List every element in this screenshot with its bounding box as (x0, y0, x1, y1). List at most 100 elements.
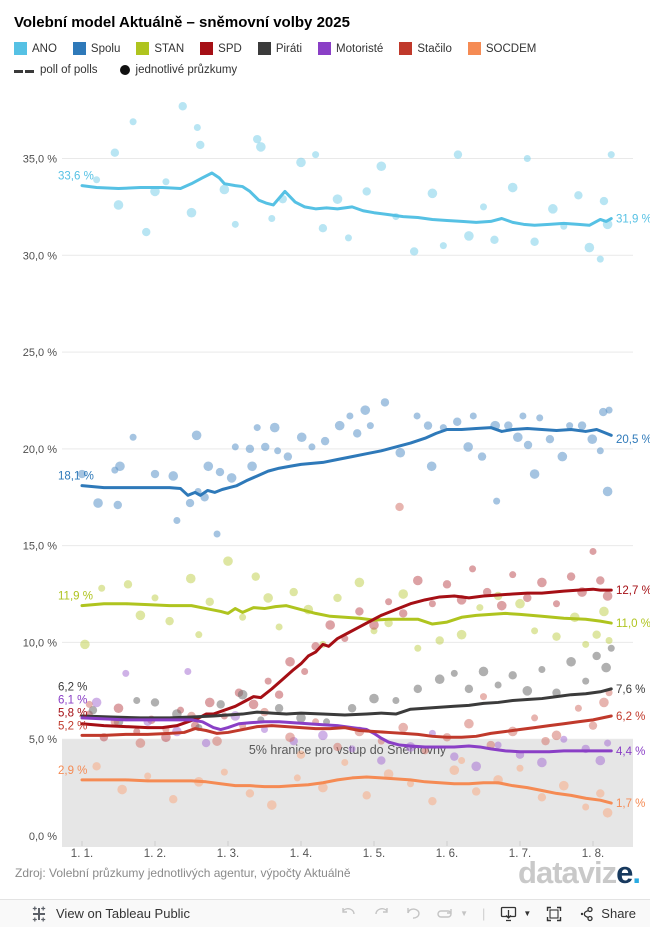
poll-dot[interactable] (274, 690, 284, 699)
poll-dot[interactable] (85, 700, 93, 708)
poll-dot[interactable] (261, 442, 270, 452)
series-SOCDEM-dots[interactable] (92, 750, 613, 818)
poll-dot[interactable] (557, 451, 568, 462)
poll-dot[interactable] (515, 598, 525, 609)
poll-dot[interactable] (537, 577, 547, 588)
poll-dot[interactable] (595, 755, 606, 766)
poll-dot[interactable] (150, 698, 160, 707)
poll-dot[interactable] (165, 616, 174, 626)
poll-dot[interactable] (320, 436, 330, 446)
poll-dot[interactable] (413, 684, 422, 694)
poll-dot[interactable] (283, 452, 293, 461)
poll-dot[interactable] (596, 447, 604, 455)
poll-dot[interactable] (173, 516, 181, 524)
poll-dot[interactable] (493, 497, 501, 505)
poll-dot[interactable] (129, 118, 137, 126)
poll-dot[interactable] (186, 207, 197, 218)
poll-dot[interactable] (205, 597, 214, 606)
poll-dot[interactable] (523, 593, 532, 603)
poll-dot[interactable] (93, 176, 101, 184)
poll-dot[interactable] (239, 613, 247, 621)
share-button[interactable]: Share (577, 905, 636, 923)
undo-icon[interactable] (340, 905, 358, 923)
poll-dot[interactable] (407, 780, 414, 788)
download-icon[interactable] (499, 905, 517, 923)
poll-dot[interactable] (245, 444, 255, 454)
poll-dot[interactable] (212, 736, 222, 746)
poll-of-polls-line-Spolu[interactable] (80, 426, 613, 497)
poll-dot[interactable] (478, 666, 489, 677)
poll-dot[interactable] (538, 666, 546, 674)
poll-dot[interactable] (602, 486, 613, 497)
poll-dot[interactable] (353, 429, 362, 438)
poll-dot[interactable] (178, 102, 187, 111)
poll-dot[interactable] (360, 405, 371, 415)
poll-dot[interactable] (530, 237, 539, 246)
poll-dot[interactable] (409, 247, 419, 256)
poll-dot[interactable] (296, 157, 306, 168)
poll-dot[interactable] (289, 587, 298, 597)
poll-dot[interactable] (347, 704, 357, 713)
poll-chart[interactable]: 0,0 % 5,0 % 10,0 % 15,0 % 20,0 % 25,0 % 30,0 %… (0, 0, 650, 862)
poll-dot[interactable] (215, 467, 225, 477)
poll-dot[interactable] (523, 155, 531, 163)
poll-dot[interactable] (531, 714, 539, 722)
poll-dot[interactable] (599, 606, 609, 617)
poll-dot[interactable] (596, 576, 605, 585)
poll-dot[interactable] (490, 235, 499, 245)
poll-dot[interactable] (296, 713, 306, 723)
poll-dot[interactable] (504, 421, 513, 430)
poll-dot[interactable] (344, 234, 352, 242)
poll-dot[interactable] (115, 461, 125, 472)
poll-dot[interactable] (464, 718, 474, 729)
poll-dot[interactable] (601, 662, 611, 673)
poll-dot[interactable] (354, 577, 365, 588)
poll-dot[interactable] (414, 644, 422, 652)
poll-dot[interactable] (582, 677, 590, 685)
poll-dot[interactable] (599, 697, 609, 708)
poll-dot[interactable] (169, 795, 178, 804)
poll-dot[interactable] (274, 447, 282, 455)
poll-dot[interactable] (435, 636, 444, 645)
poll-dot[interactable] (604, 739, 612, 747)
poll-dot[interactable] (599, 407, 608, 417)
poll-dot[interactable] (301, 667, 309, 675)
poll-dot[interactable] (263, 593, 273, 603)
poll-dot[interactable] (537, 757, 547, 768)
poll-dot[interactable] (93, 498, 103, 508)
poll-dot[interactable] (395, 502, 404, 512)
poll-dot[interactable] (318, 223, 328, 233)
poll-dot[interactable] (496, 600, 507, 611)
poll-dot[interactable] (195, 631, 203, 639)
poll-dot[interactable] (428, 796, 437, 806)
poll-dot[interactable] (574, 191, 583, 200)
poll-dot[interactable] (150, 469, 160, 479)
poll-dot[interactable] (574, 704, 582, 712)
poll-dot[interactable] (312, 151, 320, 159)
poll-dot[interactable] (453, 417, 462, 426)
poll-dot[interactable] (477, 452, 487, 461)
poll-dot[interactable] (185, 573, 196, 584)
poll-dot[interactable] (253, 134, 262, 144)
fullscreen-icon[interactable] (545, 905, 563, 923)
poll-dot[interactable] (398, 589, 409, 599)
poll-dot[interactable] (151, 594, 159, 602)
poll-dot[interactable] (566, 422, 574, 430)
poll-dot[interactable] (117, 784, 127, 795)
poll-dot[interactable] (426, 461, 437, 472)
poll-dot[interactable] (588, 721, 598, 730)
series-Spolu-dots[interactable] (77, 398, 613, 538)
poll-dot[interactable] (348, 745, 356, 753)
poll-dot[interactable] (113, 200, 124, 210)
poll-dot[interactable] (355, 607, 364, 616)
poll-dot[interactable] (423, 421, 433, 430)
poll-dot[interactable] (450, 752, 459, 761)
poll-dot[interactable] (592, 630, 601, 639)
poll-dot[interactable] (413, 412, 421, 420)
poll-dot[interactable] (362, 187, 371, 196)
poll-dot[interactable] (587, 434, 598, 444)
poll-dot[interactable] (537, 793, 547, 802)
poll-dot[interactable] (88, 705, 98, 715)
poll-dot[interactable] (507, 182, 518, 193)
legend-item-spolu[interactable]: Spolu (72, 42, 120, 55)
